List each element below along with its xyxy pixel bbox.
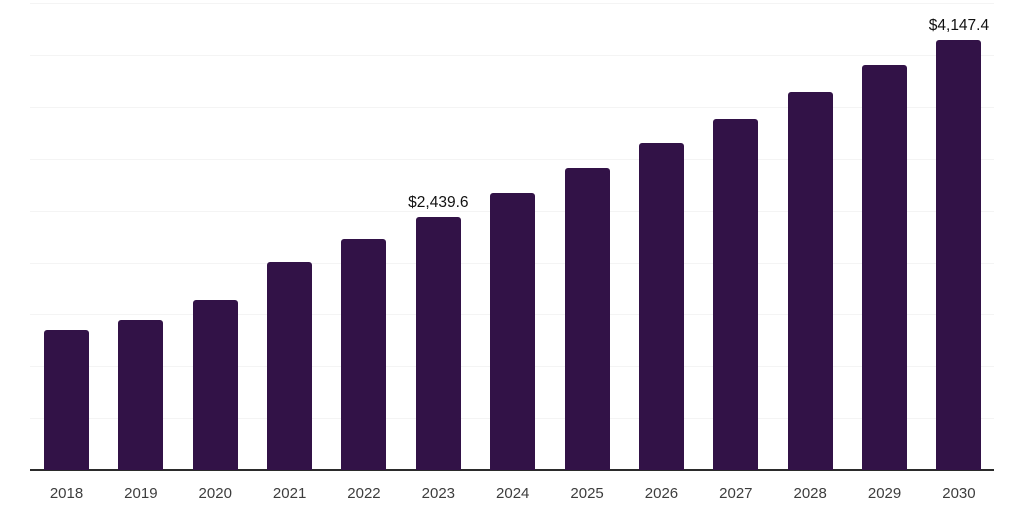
bar-2030: [936, 39, 982, 470]
x-tick-label-2018: 2018: [49, 485, 84, 502]
bar-2021: [267, 261, 313, 470]
x-tick-label-2026: 2026: [644, 485, 679, 502]
bar-2022: [341, 238, 387, 470]
gridline: [30, 107, 994, 109]
x-axis-line: [30, 469, 994, 471]
data-label-2023: $2,439.6: [408, 194, 469, 212]
x-tick-label-2028: 2028: [793, 485, 827, 502]
x-tick-label-2023: 2023: [421, 485, 456, 502]
bar-2023: [415, 217, 461, 470]
x-tick-label-2029: 2029: [867, 485, 902, 502]
bar-2028: [787, 92, 833, 470]
x-tick-label-2025: 2025: [570, 485, 604, 502]
bar-2024: [490, 192, 536, 470]
gridline: [30, 158, 994, 160]
bar-2027: [713, 119, 759, 470]
bar-2020: [192, 300, 238, 470]
x-tick-label-2022: 2022: [347, 485, 381, 502]
bar-2018: [44, 329, 89, 470]
x-tick-label-2027: 2027: [719, 485, 753, 502]
x-tick-label-2021: 2021: [272, 485, 307, 502]
bar-2029: [862, 65, 908, 470]
x-tick-label-2030: 2030: [942, 485, 976, 502]
data-label-2030: $4,147.4: [928, 16, 990, 34]
bar-2026: [638, 142, 684, 470]
bar-2019: [118, 320, 164, 470]
gridline: [30, 3, 994, 5]
gridline: [30, 55, 994, 57]
x-tick-label-2019: 2019: [124, 485, 158, 502]
bar-2025: [564, 167, 610, 470]
x-tick-label-2024: 2024: [496, 485, 530, 502]
x-tick-label-2020: 2020: [198, 485, 232, 502]
